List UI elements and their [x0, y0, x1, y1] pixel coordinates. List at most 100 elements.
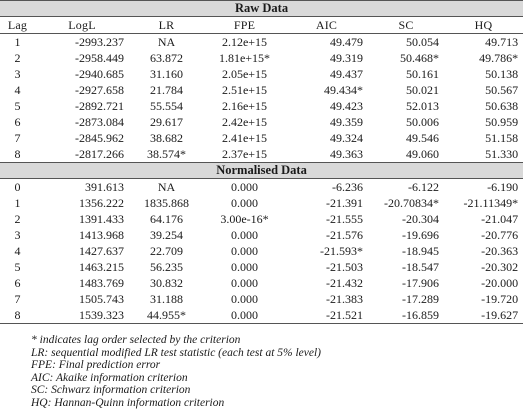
table-row: 4 -2927.658 21.784 2.51e+15 49.434* 50.021 50.… — [0, 82, 523, 98]
cell-fpe: 2.42e+15 — [221, 114, 268, 129]
cell-lag: 4 — [14, 82, 21, 97]
lag-selection-table-container: Raw Data Lag LogL LR FPE AIC SC HQ 1 -299… — [0, 0, 524, 324]
cell-lr: 38.574* — [129, 146, 204, 163]
cell-hq: -19.627 — [444, 307, 524, 324]
note-asterisk: * indicates lag order selected by the cr… — [31, 334, 241, 346]
cell-lr: 63.872 — [150, 50, 183, 65]
cell-sc: 50.021 — [406, 82, 439, 97]
cell-aic: 49.363 — [285, 146, 368, 163]
cell-logl: -2845.962 — [75, 130, 124, 145]
cell-aic: 49.319 — [330, 50, 363, 65]
table-row: 7 -2845.962 38.682 2.41e+15 49.324 49.546 51.1… — [0, 130, 523, 146]
cell-fpe: 0.000 — [231, 195, 258, 210]
table-row: 6 1483.769 30.832 0.000 -21.432 -17.906 -20.00… — [0, 275, 523, 291]
table-row: 1 -2993.237 NA 2.12e+15 49.479 50.054 49.713 — [0, 34, 523, 51]
cell-logl: 1413.968 — [79, 227, 124, 242]
cell-logl: 1505.743 — [79, 291, 124, 306]
cell-logl: -2940.685 — [75, 66, 124, 81]
column-header-row: Lag LogL LR FPE AIC SC HQ — [0, 16, 524, 34]
cell-hq: -21.047 — [481, 211, 519, 226]
cell-hq: 50.959 — [485, 114, 519, 129]
lag-selection-table: Raw Data Lag LogL LR FPE AIC SC HQ 1 -299… — [0, 0, 524, 324]
table-row: 1 1356.222 1835.868 0.000 -21.391 -20.70834* -… — [0, 195, 523, 211]
cell-hq: -21.11349* — [463, 195, 519, 210]
cell-lr: 29.617 — [150, 114, 183, 129]
cell-aic: 49.423 — [330, 98, 363, 113]
table-row: 0 391.613 NA 0.000 -6.236 -6.122 -6.190 — [0, 179, 523, 196]
note-aic: AIC: Akaike information criterion — [31, 371, 188, 384]
cell-logl: -2927.658 — [75, 82, 124, 97]
table-row: 8 1539.323 44.955* 0.000 -21.521 -16.859 -19.6… — [0, 307, 524, 324]
cell-aic: 49.324 — [330, 130, 363, 145]
cell-lr: NA — [157, 34, 176, 49]
cell-fpe: 3.00e-16* — [220, 211, 269, 226]
cell-sc: 49.060 — [368, 146, 444, 163]
table-row: 5 1463.215 56.235 0.000 -21.503 -18.547 -20.30… — [0, 259, 523, 275]
cell-logl: -2817.266 — [35, 146, 129, 163]
table-row: 3 -2940.685 31.160 2.05e+15 49.437 50.161 50.1… — [0, 66, 523, 82]
table-row: 5 -2892.721 55.554 2.16e+15 49.423 52.013 50.6… — [0, 98, 523, 114]
cell-lr: 31.160 — [150, 66, 183, 81]
cell-sc: 52.013 — [406, 98, 439, 113]
col-header-lr: LR — [129, 16, 204, 34]
note-fpe: FPE: Final prediction error — [31, 359, 161, 371]
cell-hq: -20.776 — [481, 227, 519, 242]
cell-sc: -16.859 — [368, 307, 444, 324]
cell-fpe: 0.000 — [231, 259, 258, 274]
cell-hq: 51.158 — [485, 130, 519, 145]
cell-lr: 38.682 — [150, 130, 183, 145]
cell-aic: -21.391 — [326, 195, 363, 210]
cell-logl: 1427.637 — [79, 243, 124, 258]
cell-hq: -19.720 — [481, 291, 519, 306]
cell-logl: 1483.769 — [79, 275, 124, 290]
cell-aic: -21.521 — [285, 307, 368, 324]
note-lr: LR: sequential modified LR test statisti… — [31, 346, 321, 359]
cell-lag: 3 — [14, 66, 21, 81]
cell-logl: -2993.237 — [75, 34, 124, 49]
cell-fpe: 2.51e+15 — [221, 82, 268, 97]
cell-sc: 50.161 — [406, 66, 439, 81]
cell-sc: 50.006 — [406, 114, 439, 129]
cell-lr: NA — [157, 179, 176, 194]
cell-fpe: 0.000 — [231, 275, 258, 290]
cell-lr: 44.955* — [129, 307, 204, 324]
cell-logl: -2892.721 — [75, 98, 124, 113]
cell-aic: -21.432 — [326, 275, 363, 290]
table-row: 2 -2958.449 63.872 1.81e+15* 49.319 50.468* 49… — [0, 50, 523, 66]
cell-fpe: 0.000 — [231, 227, 258, 242]
cell-lr: 30.832 — [150, 275, 183, 290]
col-header-lag: Lag — [0, 16, 35, 34]
cell-fpe: 2.37e+15 — [204, 146, 285, 163]
cell-sc: -17.906 — [402, 275, 439, 290]
cell-hq: 50.138 — [485, 66, 519, 81]
cell-lag: 5 — [14, 98, 21, 113]
cell-hq: 49.713 — [485, 34, 519, 49]
cell-lag: 5 — [14, 259, 21, 274]
cell-aic: -6.236 — [332, 179, 363, 194]
cell-lag: 7 — [14, 291, 21, 306]
cell-sc: -18.547 — [402, 259, 439, 274]
cell-hq: -20.000 — [481, 275, 519, 290]
cell-lr: 31.188 — [150, 291, 183, 306]
cell-sc: -19.696 — [402, 227, 439, 242]
cell-lag: 0 — [14, 179, 21, 194]
cell-lr: 64.176 — [150, 211, 183, 226]
cell-sc: 49.546 — [406, 130, 439, 145]
cell-lag: 2 — [14, 50, 21, 65]
cell-fpe: 0.000 — [204, 307, 285, 324]
cell-hq: -20.363 — [481, 243, 519, 258]
col-header-sc: SC — [368, 16, 444, 34]
cell-hq: -6.190 — [487, 179, 519, 194]
cell-lr: 55.554 — [150, 98, 183, 113]
cell-aic: -21.383 — [326, 291, 363, 306]
cell-fpe: 0.000 — [231, 179, 258, 194]
cell-aic: 49.359 — [330, 114, 363, 129]
cell-lag: 7 — [14, 130, 21, 145]
table-row: 3 1413.968 39.254 0.000 -21.576 -19.696 -20.77… — [0, 227, 523, 243]
cell-aic: -21.576 — [326, 227, 363, 242]
cell-hq: 50.567 — [485, 82, 519, 97]
normalised-section-header: Normalised Data — [0, 162, 524, 179]
table-row: 6 -2873.084 29.617 2.42e+15 49.359 50.006 50.9… — [0, 114, 523, 130]
table-row: 2 1391.433 64.176 3.00e-16* -21.555 -20.304 -2… — [0, 211, 523, 227]
cell-logl: 391.613 — [85, 179, 124, 194]
